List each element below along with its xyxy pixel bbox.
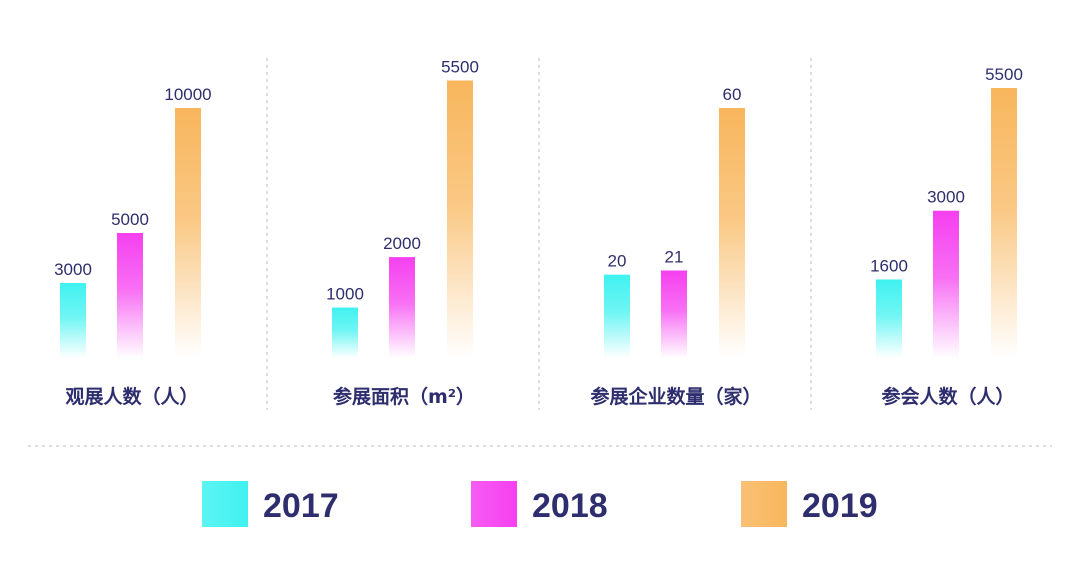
category-labels-layer: 观展人数（人） 参展面积（m²） 参展企业数量（家） 参会人数（人） bbox=[65, 385, 1014, 408]
bar-exhibitors-2019 bbox=[719, 108, 745, 358]
bar-exhibitors-2017 bbox=[604, 274, 630, 358]
legend-label-2019: 2019 bbox=[802, 487, 878, 525]
category-label-attendees: 参会人数（人） bbox=[881, 385, 1014, 408]
legend: 2017 2018 2019 bbox=[202, 481, 878, 527]
bar-value-label: 3000 bbox=[927, 188, 965, 207]
legend-label-2018: 2018 bbox=[532, 487, 608, 525]
bar-exhibitors-2018 bbox=[661, 270, 687, 358]
bar-visitors-2017 bbox=[60, 283, 86, 358]
bar-value-label: 1600 bbox=[870, 256, 908, 275]
bar-area-2018 bbox=[389, 257, 415, 358]
bar-value-label: 20 bbox=[608, 252, 627, 271]
bar-area-2019 bbox=[447, 80, 473, 358]
bar-value-label: 10000 bbox=[164, 85, 211, 104]
bar-value-label: 2000 bbox=[383, 234, 421, 253]
bar-attendees-2017 bbox=[876, 279, 902, 358]
bar-area-2017 bbox=[332, 307, 358, 358]
bar-value-label: 60 bbox=[723, 85, 742, 104]
bar-value-label: 5500 bbox=[985, 65, 1023, 84]
legend-swatch-2017 bbox=[202, 481, 248, 527]
bar-visitors-2018 bbox=[117, 233, 143, 358]
bar-attendees-2019 bbox=[991, 88, 1017, 358]
bar-value-label: 5000 bbox=[111, 210, 149, 229]
legend-swatch-2019 bbox=[741, 481, 787, 527]
bar-visitors-2019 bbox=[175, 108, 201, 358]
bar-value-label: 1000 bbox=[326, 285, 364, 304]
category-label-visitors: 观展人数（人） bbox=[65, 385, 198, 408]
bar-labels-layer: 3000 5000 10000 1000 2000 5500 20 21 60 1600 3000 5… bbox=[54, 58, 1023, 304]
legend-swatch-2018 bbox=[471, 481, 517, 527]
bar-attendees-2018 bbox=[933, 210, 959, 358]
bar-value-label: 21 bbox=[665, 248, 684, 267]
group-dividers bbox=[266, 58, 812, 410]
legend-label-2017: 2017 bbox=[263, 487, 339, 525]
bars-layer bbox=[60, 80, 1017, 358]
bar-value-label: 5500 bbox=[441, 58, 479, 77]
category-label-exhibitors: 参展企业数量（家） bbox=[590, 385, 761, 408]
bar-value-label: 3000 bbox=[54, 260, 92, 279]
category-label-area: 参展面积（m²） bbox=[333, 385, 475, 408]
